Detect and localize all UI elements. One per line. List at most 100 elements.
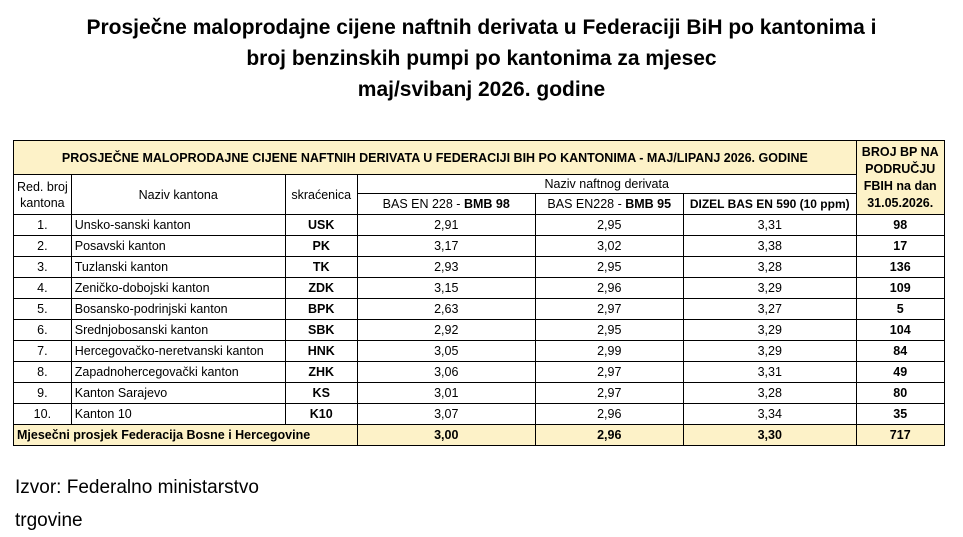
table-footer-row: Mjesečni prosjek Federacija Bosne i Herc… xyxy=(13,424,945,446)
table-header-row-1: PROSJEČNE MALOPRODAJNE CIJENE NAFTNIH DE… xyxy=(13,140,945,215)
cell-canton-name: Zapadnohercegovački kanton xyxy=(70,361,286,383)
cell-bmb95-price: 2,95 xyxy=(534,214,684,236)
cell-number: 8. xyxy=(13,361,72,383)
bp-header-line-3: FBIH na dan xyxy=(863,178,937,193)
bmb98-bold: BMB 98 xyxy=(463,197,510,211)
cell-abbreviation: SBK xyxy=(284,319,358,341)
bmb95-bold: BMB 95 xyxy=(625,197,672,211)
cell-abbreviation: HNK xyxy=(284,340,358,362)
cell-number: 1. xyxy=(13,214,72,236)
table-row: 8. Zapadnohercegovački kanton ZHK 3,06 2,97 3… xyxy=(13,361,945,383)
cell-bmb95-price: 2,95 xyxy=(534,256,684,278)
table-header-row-2: Red. broj kantona Naziv kantona skraćeni… xyxy=(13,174,945,215)
cell-bp-count: 136 xyxy=(855,256,945,278)
title-line-1: Prosječne maloprodajne cijene naftnih de… xyxy=(86,16,877,39)
bp-header-line-4: 31.05.2026. xyxy=(867,195,934,210)
title-line-3: maj/svibanj 2026. godine xyxy=(357,78,606,101)
cell-number: 4. xyxy=(13,277,72,299)
main-table-header: PROSJEČNE MALOPRODAJNE CIJENE NAFTNIH DE… xyxy=(13,140,857,175)
cell-bmb98-price: 3,17 xyxy=(356,235,536,257)
cell-dizel-price: 3,29 xyxy=(682,277,857,299)
col-header-number: Red. broj kantona xyxy=(13,174,72,215)
cell-canton-name: Kanton Sarajevo xyxy=(70,382,286,404)
cell-abbreviation: USK xyxy=(284,214,358,236)
cell-bmb98-price: 3,06 xyxy=(356,361,536,383)
source-note: Izvor: Federalno ministarstvo trgovine xyxy=(15,471,259,537)
cell-abbreviation: BPK xyxy=(284,298,358,320)
col-header-bmb98: BAS EN 228 - BMB 98 xyxy=(356,193,536,215)
cell-bmb98-price: 2,92 xyxy=(356,319,536,341)
cell-abbreviation: KS xyxy=(284,382,358,404)
cell-bp-count: 17 xyxy=(855,235,945,257)
cell-dizel-price: 3,29 xyxy=(682,340,857,362)
col-header-name: Naziv kantona xyxy=(70,174,286,215)
cell-number: 3. xyxy=(13,256,72,278)
footer-bmb95-average: 2,96 xyxy=(534,424,684,446)
cell-canton-name: Srednjobosanski kanton xyxy=(70,319,286,341)
cell-bmb95-price: 2,96 xyxy=(534,403,684,425)
bp-header-line-2: PODRUČJU xyxy=(865,161,936,176)
table-row: 1. Unsko-sanski kanton USK 2,91 2,95 3,31 98 xyxy=(13,214,945,236)
cell-dizel-price: 3,31 xyxy=(682,361,857,383)
cell-dizel-price: 3,31 xyxy=(682,214,857,236)
table-row: 3. Tuzlanski kanton TK 2,93 2,95 3,28 136 xyxy=(13,256,945,278)
cell-number: 7. xyxy=(13,340,72,362)
cell-bmb95-price: 2,97 xyxy=(534,361,684,383)
table-row: 2. Posavski kanton PK 3,17 3,02 3,38 17 xyxy=(13,235,945,257)
table-row: 5. Bosansko-podrinjski kanton BPK 2,63 2,97 3… xyxy=(13,298,945,320)
cell-canton-name: Tuzlanski kanton xyxy=(70,256,286,278)
source-line-2: trgovine xyxy=(15,510,83,531)
cell-canton-name: Posavski kanton xyxy=(70,235,286,257)
col-header-number-line-2: kantona xyxy=(20,195,65,210)
cell-number: 5. xyxy=(13,298,72,320)
cell-dizel-price: 3,27 xyxy=(682,298,857,320)
cell-bmb98-price: 2,91 xyxy=(356,214,536,236)
col-header-dizel: DIZEL BAS EN 590 (10 ppm) xyxy=(682,193,857,215)
cell-abbreviation: PK xyxy=(284,235,358,257)
cell-number: 10. xyxy=(13,403,72,425)
cell-bp-count: 80 xyxy=(855,382,945,404)
cell-bp-count: 35 xyxy=(855,403,945,425)
cell-dizel-price: 3,34 xyxy=(682,403,857,425)
source-line-1: Izvor: Federalno ministarstvo xyxy=(15,477,259,498)
cell-bmb95-price: 2,99 xyxy=(534,340,684,362)
table-row: 4. Zeničko-dobojski kanton ZDK 3,15 2,96 3,29… xyxy=(13,277,945,299)
table-row: 6. Srednjobosanski kanton SBK 2,92 2,95 3,29 1… xyxy=(13,319,945,341)
cell-bp-count: 49 xyxy=(855,361,945,383)
cell-dizel-price: 3,28 xyxy=(682,382,857,404)
cell-bmb98-price: 2,93 xyxy=(356,256,536,278)
cell-bmb95-price: 2,97 xyxy=(534,298,684,320)
cell-bmb98-price: 2,63 xyxy=(356,298,536,320)
cell-bmb95-price: 3,02 xyxy=(534,235,684,257)
col-header-bmb95: BAS EN228 - BMB 95 xyxy=(534,193,684,215)
footer-label: Mjesečni prosjek Federacija Bosne i Herc… xyxy=(13,424,358,446)
cell-number: 6. xyxy=(13,319,72,341)
cell-canton-name: Hercegovačko-neretvanski kanton xyxy=(70,340,286,362)
table-row: 7. Hercegovačko-neretvanski kanton HNK 3,05… xyxy=(13,340,945,362)
cell-bmb98-price: 3,05 xyxy=(356,340,536,362)
cell-bmb98-price: 3,15 xyxy=(356,277,536,299)
cell-canton-name: Unsko-sanski kanton xyxy=(70,214,286,236)
cell-abbreviation: TK xyxy=(284,256,358,278)
title-line-2: broj benzinskih pumpi po kantonima za mj… xyxy=(246,47,717,70)
cell-bmb98-price: 3,01 xyxy=(356,382,536,404)
table-row: 9. Kanton Sarajevo KS 3,01 2,97 3,28 80 xyxy=(13,382,945,404)
cell-bmb95-price: 2,96 xyxy=(534,277,684,299)
cell-abbreviation: ZHK xyxy=(284,361,358,383)
cell-bmb95-price: 2,97 xyxy=(534,382,684,404)
cell-number: 2. xyxy=(13,235,72,257)
cell-canton-name: Kanton 10 xyxy=(70,403,286,425)
col-header-number-line-1: Red. broj xyxy=(17,179,68,194)
col-header-fuel-group: Naziv naftnog derivata xyxy=(356,174,857,194)
cell-bmb98-price: 3,07 xyxy=(356,403,536,425)
cell-canton-name: Zeničko-dobojski kanton xyxy=(70,277,286,299)
table-row: 10. Kanton 10 K10 3,07 2,96 3,34 35 xyxy=(13,403,945,425)
cell-abbreviation: ZDK xyxy=(284,277,358,299)
bp-count-header: BROJ BP NA PODRUČJU FBIH na dan 31.05.20… xyxy=(855,140,945,215)
cell-bp-count: 5 xyxy=(855,298,945,320)
bp-header-line-1: BROJ BP NA xyxy=(861,144,939,159)
cell-bp-count: 84 xyxy=(855,340,945,362)
cell-bp-count: 109 xyxy=(855,277,945,299)
cell-dizel-price: 3,28 xyxy=(682,256,857,278)
bmb95-prefix: BAS EN228 - xyxy=(547,197,626,211)
